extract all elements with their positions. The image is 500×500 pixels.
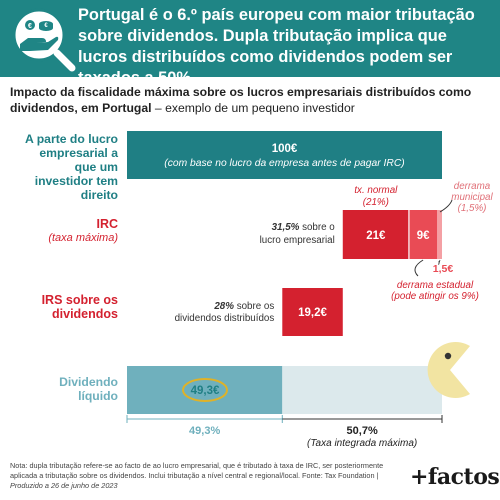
- header-banner: € € Portugal é o 6.º país europeu com ma…: [0, 0, 500, 87]
- row-label-irs: IRS sobre os dividendos: [41, 293, 118, 321]
- bar-irs: [282, 288, 343, 336]
- derrama-municipal-arrow: [439, 199, 453, 213]
- bar-irc-estadual: [408, 210, 438, 259]
- row-label-irc-title: IRC: [96, 217, 118, 231]
- bracket-carga: [282, 415, 443, 423]
- derrama-municipal-value: 1,5€: [433, 263, 454, 275]
- row-label-dividendo: Dividendo líquido: [59, 375, 118, 403]
- derrama-estadual-arrow: [414, 259, 424, 277]
- bar-dividendo-label: 49,3€: [191, 385, 220, 397]
- derrama-estadual-note: (pode atingir os 9%): [391, 291, 479, 302]
- pct-carga: 50,7%: [347, 425, 378, 437]
- pacman-eye: [444, 352, 452, 360]
- municipal-value-tick: [438, 259, 441, 265]
- derrama-municipal-label: derrama: [454, 181, 491, 192]
- pacman-illustration: [427, 342, 470, 399]
- bar-irs-label: 19,2€: [298, 307, 327, 319]
- pct-dividendo: 49,3%: [189, 425, 220, 437]
- bar-dividendo: [127, 366, 283, 414]
- bracket-dividendo: [126, 415, 283, 423]
- derrama-estadual-label: derrama estadual: [397, 280, 474, 291]
- bar-lucro: [127, 131, 442, 179]
- row-label-irc: IRC (taxa máxima): [40, 217, 118, 244]
- footer-note: Nota: dupla tributação refere-se ao fact…: [10, 461, 410, 491]
- row-label-lucro: A parte do lucro empresarial a que um in…: [25, 132, 118, 202]
- row-label-irc-sub: (taxa máxima): [48, 232, 118, 244]
- bar-irc-normal: [342, 210, 409, 259]
- bar-lucro-label: 100€: [272, 143, 298, 155]
- bar-irc-normal-label: 21€: [366, 230, 386, 242]
- derrama-municipal-pct: (1,5%): [458, 203, 487, 214]
- header-title: Portugal é o 6.º país europeu com maior …: [78, 6, 475, 87]
- hand-coins-magnifier-icon: € €: [12, 8, 76, 72]
- irs-pct-line2: dividendos distribuídos: [175, 313, 275, 324]
- irc-pct-line2: lucro empresarial: [260, 235, 335, 246]
- dividendo-ring: [182, 378, 228, 402]
- irc-pct-line1: 31,5% sobre o: [272, 222, 336, 233]
- taxa-normal-pct: (21%): [363, 197, 389, 208]
- subtitle-normal: – exemplo de um pequeno investidor: [151, 101, 355, 115]
- irs-pct-line1: 28% sobre os: [213, 301, 274, 312]
- bar-irc-estadual-label: 9€: [417, 230, 430, 242]
- note-date: Produzido a 26 de junho de 2023: [10, 481, 118, 490]
- svg-text:€: €: [44, 23, 48, 29]
- brand-logo: +factos: [410, 464, 500, 490]
- bar-carga-fiscal: [282, 366, 442, 414]
- chart-subtitle: Impacto da fiscalidade máxima sobre os l…: [10, 84, 490, 116]
- taxa-normal-label: tx. normal: [354, 185, 398, 196]
- svg-text:€: €: [28, 23, 32, 30]
- subtitle-bold: Impacto da fiscalidade máxima sobre os l…: [10, 85, 472, 115]
- derrama-municipal-label2: municipal: [451, 192, 493, 203]
- note-text: Nota: dupla tributação refere-se ao fact…: [10, 461, 384, 480]
- bar-lucro-sublabel: (com base no lucro da empresa antes de p…: [164, 158, 404, 169]
- pct-carga-note: (Taxa integrada máxima): [307, 438, 417, 449]
- bar-irc-municipal: [437, 210, 442, 259]
